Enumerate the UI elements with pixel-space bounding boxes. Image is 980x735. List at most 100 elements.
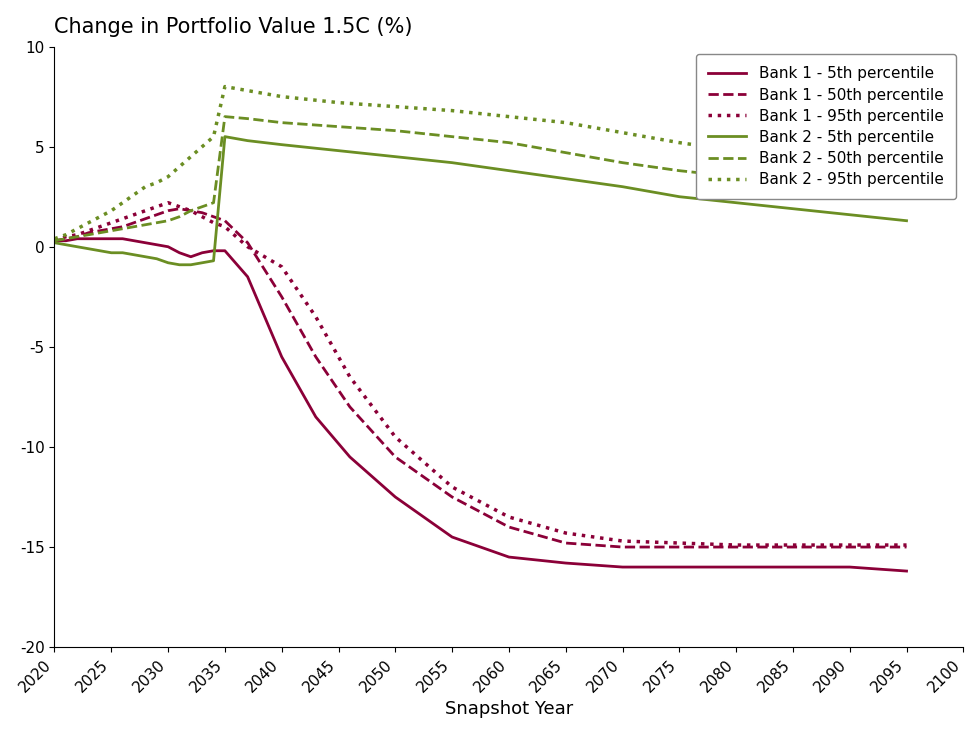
Bank 1 - 50th percentile (208, 212, 220, 221)
Bank 1 - 95th percentile (128, 210, 140, 219)
Bank 2 - 5th percentile (389, 152, 401, 161)
Bank 2 - 5th percentile (787, 204, 799, 213)
Bank 2 - 95th percentile (94, 212, 106, 221)
Bank 2 - 5th percentile (82, 244, 94, 253)
Bank 2 - 5th percentile (94, 246, 106, 255)
Bank 2 - 5th percentile (151, 254, 163, 263)
Bank 1 - 50th percentile (242, 238, 254, 247)
Bank 1 - 95th percentile (242, 243, 254, 251)
Bank 1 - 5th percentile (503, 553, 514, 562)
Line: Bank 1 - 5th percentile: Bank 1 - 5th percentile (55, 239, 906, 571)
Bank 1 - 5th percentile (82, 234, 94, 243)
Bank 1 - 50th percentile (446, 492, 458, 501)
Bank 2 - 50th percentile (196, 202, 208, 211)
Bank 1 - 50th percentile (117, 222, 128, 231)
Line: Bank 1 - 95th percentile: Bank 1 - 95th percentile (55, 203, 906, 545)
Bank 1 - 95th percentile (49, 237, 61, 245)
Bank 2 - 5th percentile (208, 257, 220, 265)
Bank 2 - 95th percentile (844, 158, 856, 167)
Bank 1 - 5th percentile (117, 234, 128, 243)
Bank 2 - 95th percentile (275, 92, 287, 101)
Bank 1 - 50th percentile (275, 293, 287, 301)
Bank 1 - 95th percentile (901, 541, 912, 550)
Bank 1 - 95th percentile (72, 230, 83, 239)
Bank 2 - 50th percentile (901, 186, 912, 195)
Bank 2 - 50th percentile (844, 182, 856, 191)
Bank 2 - 50th percentile (185, 207, 197, 215)
Bank 2 - 95th percentile (446, 107, 458, 115)
Bank 1 - 5th percentile (901, 567, 912, 576)
X-axis label: Snapshot Year: Snapshot Year (445, 700, 573, 718)
Bank 1 - 5th percentile (275, 353, 287, 362)
Bank 2 - 5th percentile (616, 182, 628, 191)
Bank 2 - 50th percentile (389, 126, 401, 135)
Bank 1 - 95th percentile (139, 207, 151, 215)
Bank 2 - 5th percentile (185, 260, 197, 269)
Bank 2 - 50th percentile (275, 118, 287, 127)
Line: Bank 2 - 5th percentile: Bank 2 - 5th percentile (55, 137, 906, 265)
Bank 2 - 50th percentile (163, 216, 174, 225)
Bank 1 - 95th percentile (389, 432, 401, 441)
Bank 1 - 5th percentile (389, 492, 401, 501)
Bank 1 - 95th percentile (185, 207, 197, 215)
Bank 1 - 50th percentile (139, 215, 151, 223)
Bank 1 - 50th percentile (310, 353, 321, 362)
Bank 2 - 50th percentile (730, 172, 742, 181)
Bank 2 - 5th percentile (242, 136, 254, 145)
Bank 2 - 5th percentile (560, 174, 571, 183)
Bank 2 - 5th percentile (117, 248, 128, 257)
Bank 2 - 95th percentile (106, 207, 118, 215)
Bank 2 - 50th percentile (787, 179, 799, 187)
Bank 2 - 95th percentile (242, 86, 254, 95)
Bank 1 - 5th percentile (560, 559, 571, 567)
Bank 1 - 50th percentile (185, 207, 197, 215)
Bank 2 - 95th percentile (730, 146, 742, 155)
Bank 2 - 5th percentile (275, 140, 287, 149)
Bank 1 - 5th percentile (219, 246, 230, 255)
Bank 1 - 5th percentile (730, 563, 742, 572)
Bank 2 - 95th percentile (139, 182, 151, 191)
Bank 2 - 95th percentile (196, 143, 208, 151)
Bank 2 - 95th percentile (332, 98, 344, 107)
Bank 1 - 5th percentile (151, 240, 163, 249)
Bank 1 - 50th percentile (82, 229, 94, 237)
Bank 2 - 5th percentile (60, 240, 72, 249)
Bank 2 - 50th percentile (117, 224, 128, 233)
Bank 2 - 50th percentile (446, 132, 458, 141)
Bank 1 - 50th percentile (151, 210, 163, 219)
Bank 1 - 50th percentile (844, 542, 856, 551)
Bank 1 - 50th percentile (128, 218, 140, 227)
Bank 2 - 50th percentile (242, 114, 254, 123)
Bank 2 - 95th percentile (503, 112, 514, 121)
Bank 1 - 5th percentile (128, 237, 140, 245)
Bank 1 - 5th percentile (139, 238, 151, 247)
Bank 2 - 5th percentile (106, 248, 118, 257)
Bank 1 - 5th percentile (446, 533, 458, 542)
Bank 1 - 50th percentile (389, 453, 401, 462)
Bank 1 - 5th percentile (673, 563, 685, 572)
Bank 1 - 95th percentile (106, 218, 118, 227)
Bank 1 - 95th percentile (117, 215, 128, 223)
Bank 1 - 50th percentile (503, 523, 514, 531)
Bank 2 - 50th percentile (128, 222, 140, 231)
Bank 1 - 5th percentile (173, 248, 185, 257)
Bank 1 - 50th percentile (72, 232, 83, 241)
Bank 2 - 95th percentile (72, 224, 83, 233)
Bank 1 - 95th percentile (275, 262, 287, 271)
Bank 2 - 95th percentile (389, 102, 401, 111)
Bank 2 - 95th percentile (173, 162, 185, 171)
Bank 1 - 95th percentile (730, 541, 742, 550)
Bank 2 - 50th percentile (60, 234, 72, 243)
Bank 2 - 5th percentile (901, 216, 912, 225)
Bank 2 - 95th percentile (60, 230, 72, 239)
Bank 1 - 5th percentile (208, 246, 220, 255)
Bank 1 - 95th percentile (616, 537, 628, 545)
Bank 1 - 50th percentile (106, 224, 118, 233)
Bank 1 - 5th percentile (106, 234, 118, 243)
Bank 1 - 95th percentile (208, 218, 220, 227)
Bank 1 - 50th percentile (196, 208, 208, 217)
Bank 1 - 50th percentile (173, 204, 185, 213)
Bank 1 - 5th percentile (310, 412, 321, 421)
Bank 2 - 50th percentile (139, 220, 151, 229)
Bank 2 - 5th percentile (128, 251, 140, 259)
